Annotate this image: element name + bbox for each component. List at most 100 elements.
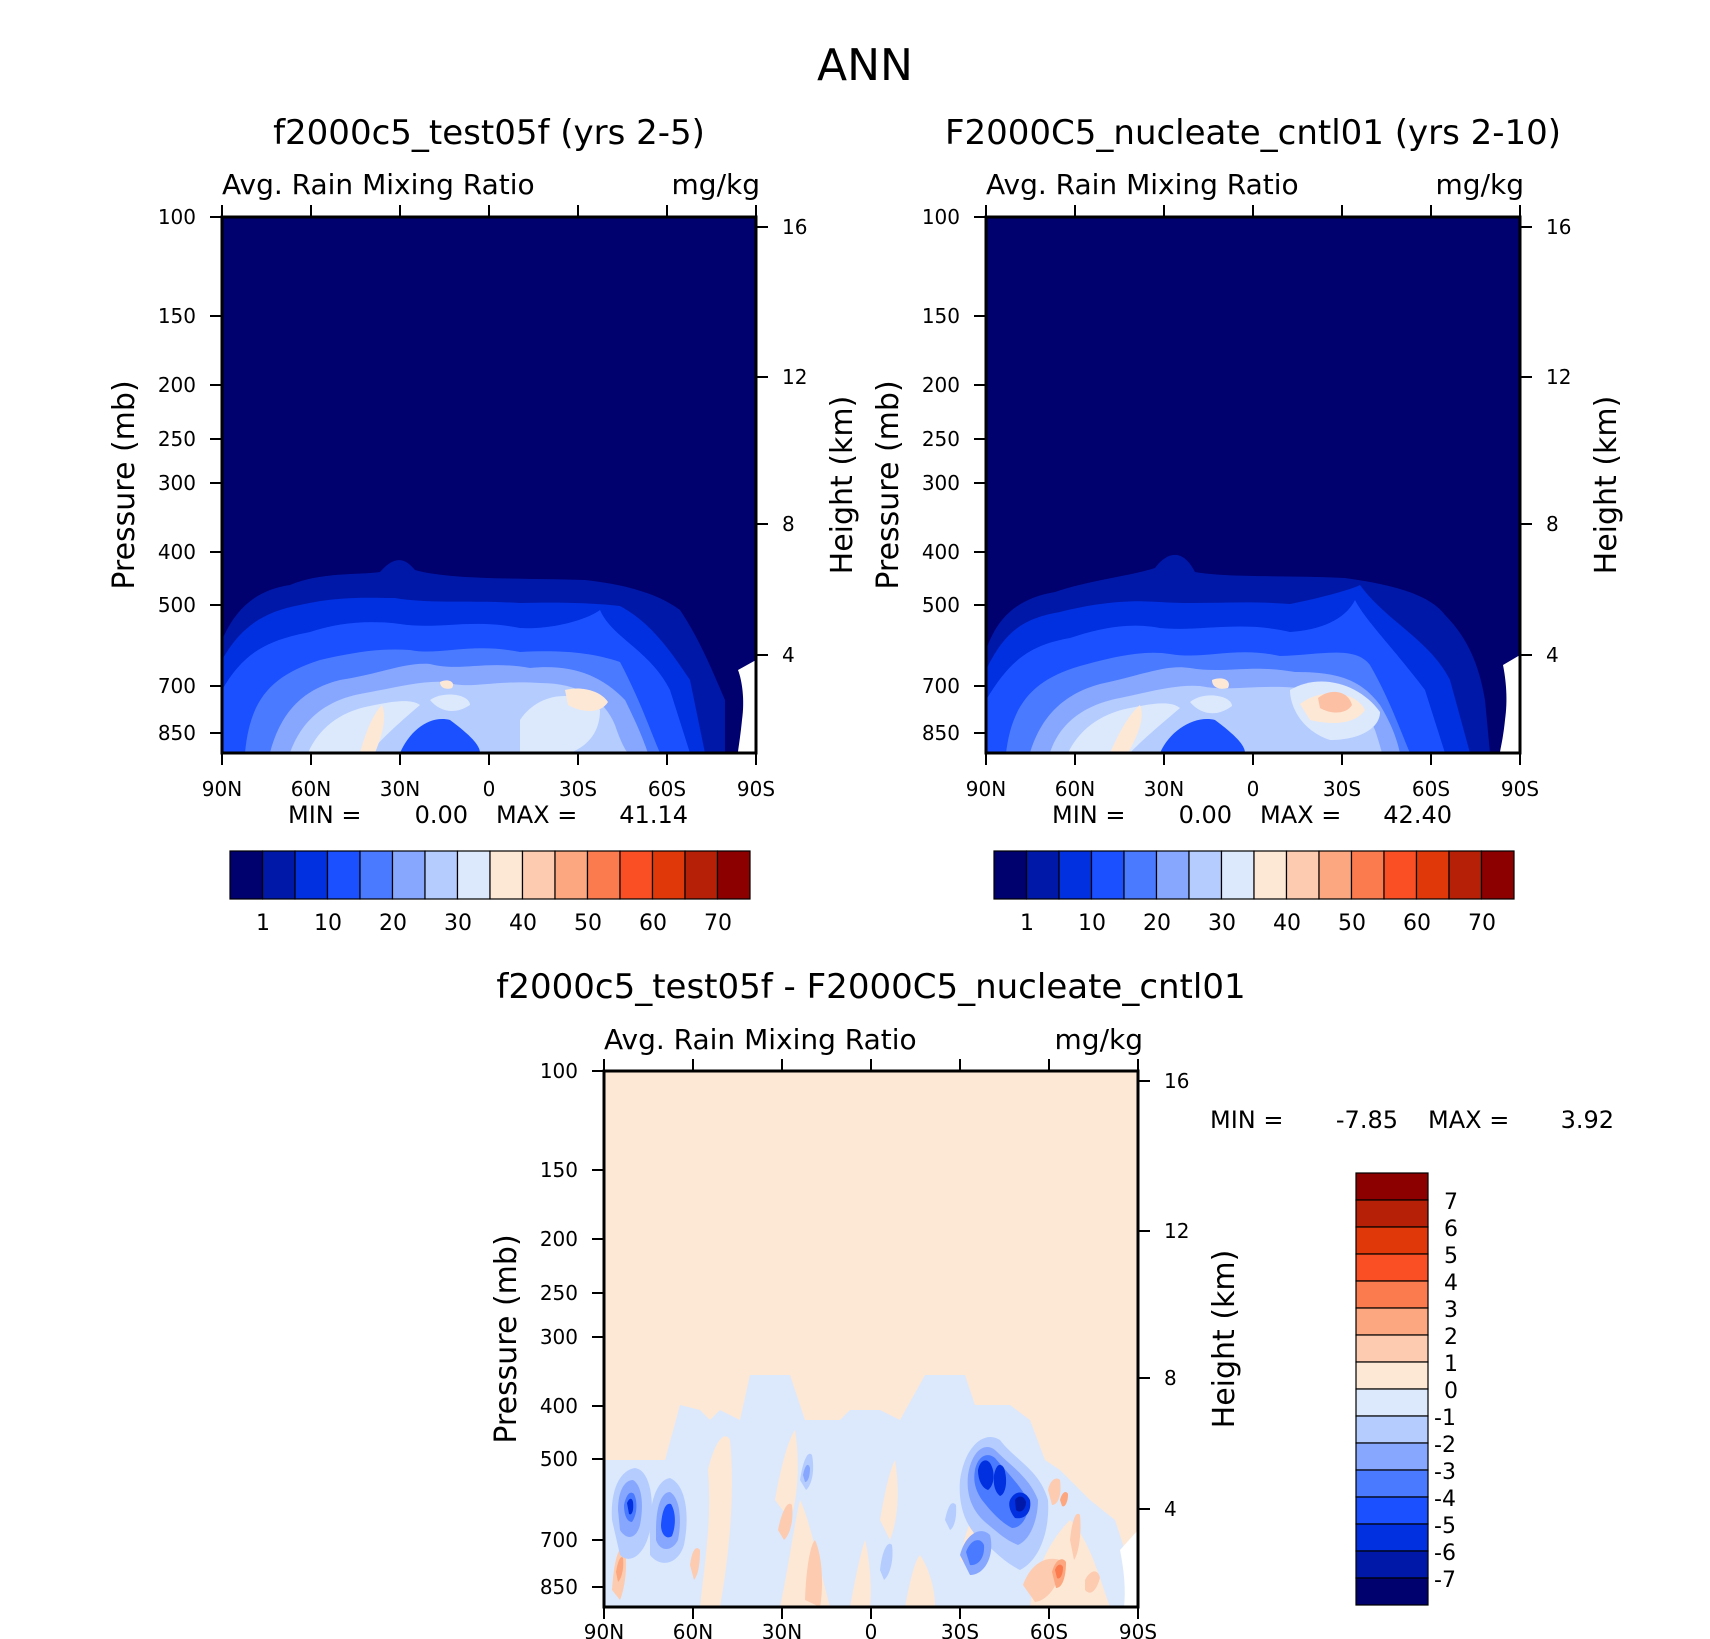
colorbar-swatch: [359, 850, 394, 900]
y-tick-label: 250: [540, 1281, 578, 1305]
colorbar-swatch: [1383, 850, 1418, 900]
colorbar-label: 1: [256, 911, 270, 936]
y-tick-label: 400: [158, 540, 196, 564]
y2-tick-label: 12: [782, 365, 807, 389]
x-tick-label: 60N: [1055, 777, 1095, 801]
colorbar-swatch: [391, 850, 426, 900]
max-label: MAX =: [496, 801, 577, 829]
y-tick-label: 500: [158, 593, 196, 617]
colorbar-swatch: [1355, 1577, 1429, 1606]
panel-test: f2000c5_test05f (yrs 2-5) Avg. Rain Mixi…: [107, 113, 860, 936]
x-tick-label: 90S: [1501, 777, 1539, 801]
y2-tick-label: 12: [1546, 365, 1571, 389]
colorbar-swatch: [1355, 1280, 1429, 1309]
y2-tick-label: 12: [1164, 1219, 1189, 1243]
colorbar-label: 50: [1338, 911, 1366, 936]
y-tick-label: 850: [158, 721, 196, 745]
x-tick-label: 90S: [1119, 1620, 1157, 1639]
variable-label: Avg. Rain Mixing Ratio: [986, 168, 1299, 201]
y-tick-label: 250: [158, 427, 196, 451]
colorbar-label: -4: [1434, 1487, 1456, 1512]
min-label: MIN =: [1210, 1106, 1283, 1134]
panel-control: F2000C5_nucleate_cntl01 (yrs 2-10) Avg. …: [871, 113, 1624, 936]
colorbar-label: 30: [444, 911, 472, 936]
colorbar-label: 10: [314, 911, 342, 936]
colorbar-label: 5: [1444, 1244, 1458, 1269]
max-label: MAX =: [1260, 801, 1341, 829]
colorbar-swatch: [1355, 1469, 1429, 1498]
colorbar-swatch: [993, 850, 1028, 900]
y-tick-label: 100: [158, 205, 196, 229]
y-tick-marks: [974, 216, 1532, 734]
colorbar-swatch: [456, 850, 491, 900]
colorbar: [993, 850, 1515, 900]
colorbar-swatch: [1355, 1226, 1429, 1255]
x-tick-label: 30S: [559, 777, 597, 801]
colorbar-swatch: [1355, 1199, 1429, 1228]
x-tick-label: 30N: [1144, 777, 1184, 801]
y2-tick-label: 16: [782, 215, 807, 239]
x-tick-label: 90N: [584, 1620, 624, 1639]
colorbar-label: -7: [1434, 1568, 1456, 1593]
x-tick-label: 60S: [648, 777, 686, 801]
panel-title: f2000c5_test05f (yrs 2-5): [273, 113, 705, 153]
y-tick-label: 850: [922, 721, 960, 745]
x-tick-label: 90N: [966, 777, 1006, 801]
x-tick-label: 30N: [380, 777, 420, 801]
colorbar-swatch: [651, 850, 686, 900]
page-title: ANN: [817, 40, 913, 91]
colorbar-label: 30: [1208, 911, 1236, 936]
y-tick-label: 300: [922, 471, 960, 495]
colorbar-swatch: [229, 850, 264, 900]
y2-axis-label: Height (km): [1207, 1250, 1242, 1429]
colorbar-swatch: [261, 850, 296, 900]
min-label: MIN =: [288, 801, 361, 829]
panel-title: f2000c5_test05f - F2000C5_nucleate_cntl0…: [496, 967, 1245, 1007]
y2-tick-label: 16: [1546, 215, 1571, 239]
colorbar-swatch: [684, 850, 719, 900]
colorbar-label: -3: [1434, 1460, 1456, 1485]
panel-title: F2000C5_nucleate_cntl01 (yrs 2-10): [945, 113, 1561, 153]
y2-tick-label: 8: [782, 512, 795, 536]
variable-label: Avg. Rain Mixing Ratio: [604, 1023, 917, 1056]
x-tick-label: 90S: [737, 777, 775, 801]
unit-label: mg/kg: [672, 168, 760, 201]
y2-tick-label: 16: [1164, 1069, 1189, 1093]
colorbar-swatch: [1220, 850, 1255, 900]
colorbar-label: 10: [1078, 911, 1106, 936]
colorbar-swatch: [1480, 850, 1515, 900]
colorbar-swatch: [1355, 1334, 1429, 1363]
colorbar-swatch: [1350, 850, 1385, 900]
y-tick-label: 700: [922, 674, 960, 698]
x-tick-marks: [985, 205, 1521, 765]
colorbar-label: 7: [1444, 1190, 1458, 1215]
y-axis-label: Pressure (mb): [871, 380, 906, 589]
y-tick-label: 700: [540, 1528, 578, 1552]
colorbar-swatch: [1090, 850, 1125, 900]
colorbar-swatch: [521, 850, 556, 900]
panel-difference: f2000c5_test05f - F2000C5_nucleate_cntl0…: [489, 967, 1614, 1639]
unit-label: mg/kg: [1436, 168, 1524, 201]
variable-label: Avg. Rain Mixing Ratio: [222, 168, 535, 201]
colorbar-label: 70: [704, 911, 732, 936]
x-tick-label: 30S: [1323, 777, 1361, 801]
colorbar-swatch: [619, 850, 654, 900]
y-tick-label: 200: [158, 373, 196, 397]
y-tick-label: 500: [922, 593, 960, 617]
x-tick-label: 0: [1247, 777, 1260, 801]
colorbar-swatch: [1448, 850, 1483, 900]
x-tick-label: 30N: [762, 1620, 802, 1639]
colorbar-swatch: [1355, 1496, 1429, 1525]
unit-label: mg/kg: [1055, 1023, 1143, 1056]
x-tick-marks: [221, 205, 757, 765]
x-tick-label: 60N: [291, 777, 331, 801]
colorbar-swatch: [1355, 1388, 1429, 1417]
colorbar-swatch: [1285, 850, 1320, 900]
y-tick-label: 250: [922, 427, 960, 451]
colorbar-swatch: [1355, 1361, 1429, 1390]
y-tick-label: 100: [922, 205, 960, 229]
colorbar-label: 0: [1444, 1379, 1458, 1404]
colorbar-label: -5: [1434, 1514, 1456, 1539]
y-tick-label: 150: [540, 1158, 578, 1182]
